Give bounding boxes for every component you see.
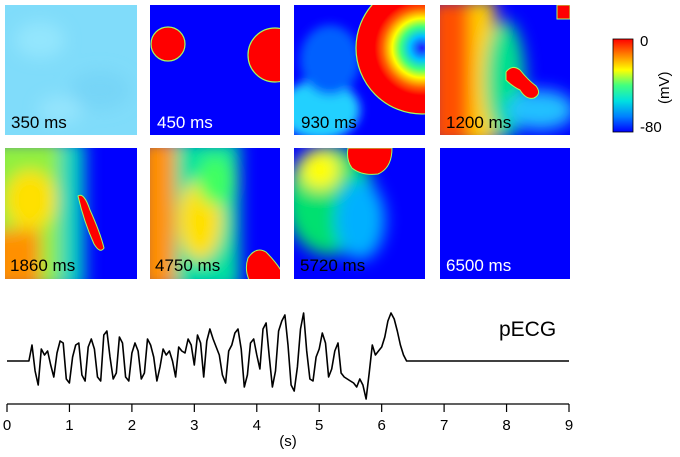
colorbar: 0 -80 (mV) [612,33,673,136]
map-panel-930ms: 930 ms [294,5,425,135]
x-tick-label: 4 [253,417,261,434]
colorbar-min-label: -80 [640,119,662,136]
x-tick-label: 2 [128,417,136,434]
x-tick-label: 5 [315,417,323,434]
pecg-series-line [7,312,569,400]
colorbar-gradient [612,38,634,133]
panel-time-label: 1200 ms [446,113,511,132]
x-tick-label: 8 [502,417,510,434]
x-tick-label: 3 [190,417,198,434]
x-tick-label: 0 [3,417,11,434]
map-panel-4750ms: 4750 ms [150,148,280,279]
colorbar-max-label: 0 [640,33,648,50]
panel-time-label: 4750 ms [155,256,220,275]
pecg-title: pECG [499,318,556,341]
map-panel-5720ms: 5720 ms [294,148,425,279]
panel-time-label: 1860 ms [10,256,75,275]
panel-time-label: 6500 ms [446,256,511,275]
panel-time-label: 930 ms [301,113,357,132]
map-panel-350ms: 350 ms [5,5,137,135]
map-panel-1200ms: 1200 ms [440,5,570,135]
x-axis-ticks: 0 1 2 3 4 5 6 7 8 9 [3,404,573,434]
panel-time-label: 450 ms [157,113,213,132]
panel-time-label: 5720 ms [300,256,365,275]
pecg-chart: pECG 0 1 2 3 4 5 6 7 8 9 (s) [3,312,573,450]
map-panel-450ms: 450 ms [150,5,280,135]
x-axis-label: (s) [279,433,297,450]
x-tick-label: 1 [65,417,73,434]
x-tick-label: 6 [377,417,385,434]
x-tick-label: 9 [565,417,573,434]
map-panel-6500ms: 6500 ms [440,148,570,279]
x-tick-label: 7 [440,417,448,434]
panel-time-label: 350 ms [11,113,67,132]
map-panel-1860ms: 1860 ms [5,148,137,279]
colorbar-unit-label: (mV) [656,72,673,105]
